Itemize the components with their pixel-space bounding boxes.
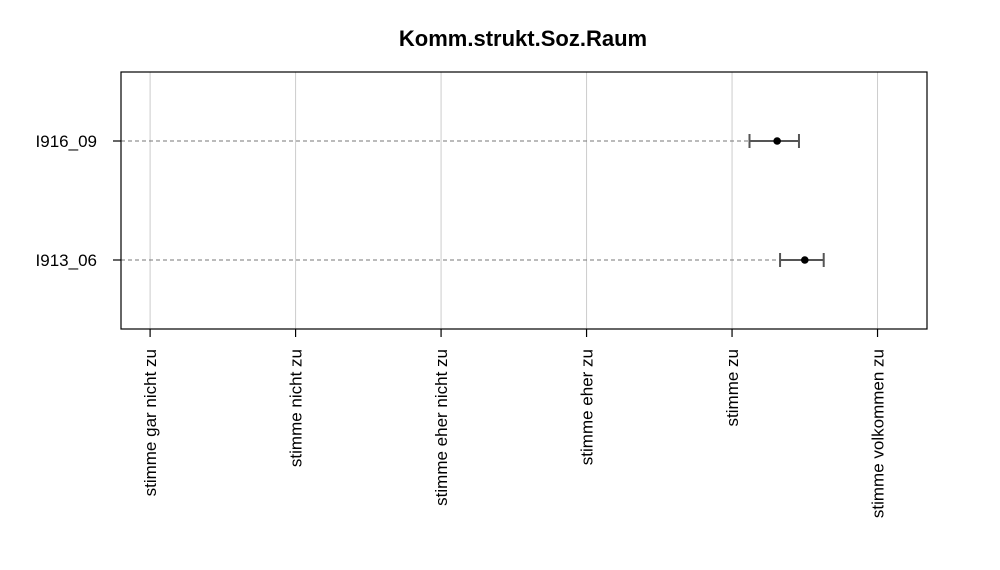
x-tick-label: stimme nicht zu xyxy=(287,349,306,467)
mean-point xyxy=(773,137,781,145)
x-axis: stimme gar nicht zu stimme nicht zu stimme… xyxy=(141,329,888,518)
chart-title: Komm.strukt.Soz.Raum xyxy=(399,26,647,51)
x-tick-label: stimme zu xyxy=(723,349,742,426)
mean-point xyxy=(800,256,809,264)
points xyxy=(773,137,809,264)
y-tick-label: I916_09 xyxy=(36,132,97,151)
x-tick-label: stimme eher zu xyxy=(578,349,597,465)
y-tick-label: I913_06 xyxy=(36,251,97,270)
y-axis: I916_09 I913_06 xyxy=(36,132,121,270)
x-tick-label: stimme eher nicht zu xyxy=(432,349,451,506)
guide-lines xyxy=(121,140,781,261)
x-tick-label: stimme gar nicht zu xyxy=(141,349,160,496)
x-tick-label: stimme volkommen zu xyxy=(869,349,888,518)
grid-lines xyxy=(149,72,879,329)
error-bars xyxy=(748,134,825,267)
plot-frame xyxy=(120,71,928,330)
